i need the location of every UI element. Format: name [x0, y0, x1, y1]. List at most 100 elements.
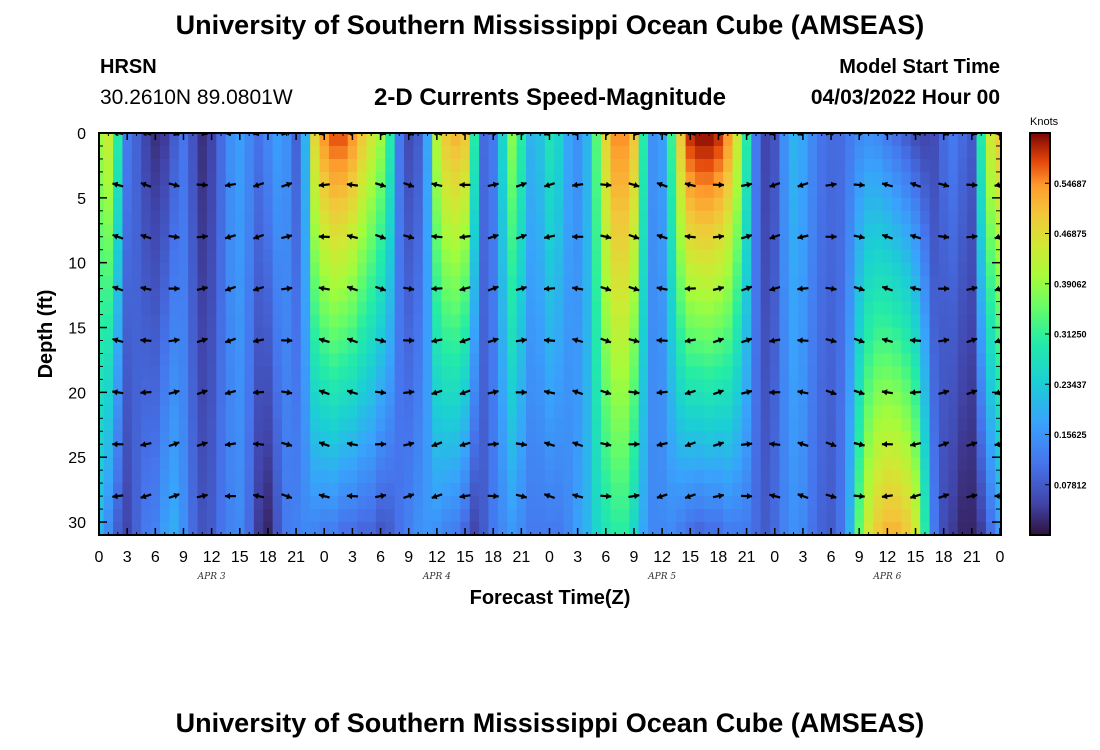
heat-cell: [863, 223, 874, 238]
heat-cell: [216, 379, 227, 393]
heat-cell: [892, 249, 903, 264]
heat-cell: [206, 457, 217, 471]
heat-cell: [835, 288, 846, 303]
heat-cell: [441, 483, 452, 497]
heat-cell: [450, 353, 461, 368]
heat-cell: [347, 197, 358, 212]
heat-cell: [375, 249, 386, 264]
heat-cell: [479, 184, 490, 199]
x-tick-label: 3: [348, 549, 357, 566]
heat-cell: [957, 522, 968, 535]
heat-cell: [854, 379, 865, 393]
heat-cell: [892, 288, 903, 303]
heat-cell: [554, 522, 565, 535]
heat-cell: [995, 496, 1001, 510]
current-arrow: [938, 233, 950, 240]
heat-cell: [910, 470, 921, 484]
heat-cell: [197, 184, 208, 199]
heat-cell: [948, 353, 959, 368]
heat-cell: [610, 340, 621, 355]
current-arrow: [909, 389, 922, 396]
heat-cell: [648, 392, 659, 406]
heat-cell: [826, 392, 837, 406]
heat-cell: [554, 366, 565, 380]
x-tick-label: 18: [935, 549, 953, 566]
heat-cell: [779, 353, 790, 368]
heat-cell: [920, 158, 931, 173]
heat-cell: [328, 197, 339, 212]
heat-cell: [385, 301, 396, 316]
heat-cell: [300, 379, 311, 393]
current-arrow: [487, 285, 499, 292]
heat-cell: [113, 133, 124, 147]
heat-cell: [619, 457, 630, 471]
heat-cell: [375, 379, 386, 393]
heat-cell: [563, 392, 574, 406]
heat-cell: [732, 288, 743, 303]
heat-cell: [788, 340, 799, 355]
heat-cell: [657, 223, 668, 238]
current-arrow: [168, 493, 180, 499]
heat-cell: [394, 133, 405, 147]
heat-cell: [479, 457, 490, 471]
heat-cell: [497, 223, 508, 238]
heat-cell: [272, 392, 283, 406]
heat-cell: [319, 236, 330, 251]
heat-cell: [516, 379, 527, 393]
heat-cell: [863, 431, 874, 445]
heat-cell: [272, 509, 283, 523]
heat-cell: [150, 392, 161, 406]
heat-cell: [235, 496, 246, 510]
heat-cell: [648, 158, 659, 173]
heat-cell: [197, 470, 208, 484]
heat-cell: [666, 444, 677, 458]
heat-cell: [845, 158, 856, 173]
heat-cell: [141, 340, 152, 355]
heat-cell: [216, 470, 227, 484]
heat-cell: [488, 405, 499, 419]
heat-cell: [188, 262, 199, 277]
heat-cell: [479, 262, 490, 277]
heat-cell: [985, 457, 996, 471]
heat-cell: [619, 444, 630, 458]
heat-cell: [460, 366, 471, 380]
heat-cell: [216, 275, 227, 290]
heat-cell: [826, 340, 837, 355]
heat-cell: [957, 457, 968, 471]
heat-cell: [507, 496, 518, 510]
heat-cell: [544, 405, 555, 419]
heat-cell: [310, 288, 321, 303]
heat-cell: [741, 197, 752, 212]
heat-cell: [985, 275, 996, 290]
heat-cell: [422, 327, 433, 342]
heat-cell: [272, 314, 283, 329]
heat-cell: [901, 236, 912, 251]
heat-cell: [967, 210, 978, 225]
x-tick-label: 12: [653, 549, 671, 566]
heat-cell: [544, 457, 555, 471]
heat-cell: [845, 171, 856, 186]
heat-cell: [375, 340, 386, 355]
heat-cell: [779, 184, 790, 199]
heat-cell: [788, 288, 799, 303]
heat-cell: [385, 275, 396, 290]
heat-cell: [572, 262, 583, 277]
heat-cell: [957, 392, 968, 406]
heat-cell: [319, 223, 330, 238]
heat-cell: [798, 314, 809, 329]
heat-cell: [366, 158, 377, 173]
heat-cell: [385, 288, 396, 303]
heat-cell: [394, 210, 405, 225]
heat-cell: [901, 249, 912, 264]
heat-cell: [910, 249, 921, 264]
heat-cell: [253, 210, 264, 225]
heat-cell: [263, 184, 274, 199]
heat-cell: [760, 288, 771, 303]
heat-cell: [432, 236, 443, 251]
heat-cell: [422, 496, 433, 510]
heat-cell: [741, 340, 752, 355]
heat-cell: [422, 418, 433, 432]
heat-cell: [385, 418, 396, 432]
heat-cell: [563, 327, 574, 342]
heat-cell: [948, 418, 959, 432]
